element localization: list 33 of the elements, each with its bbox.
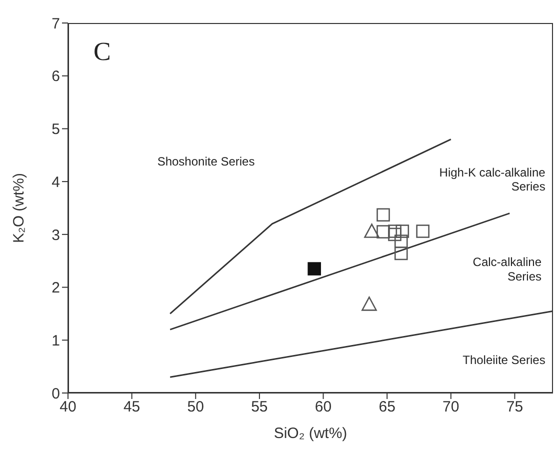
x-tick-label: 40 — [60, 398, 76, 416]
x-tick-label: 60 — [314, 398, 332, 416]
point — [388, 228, 402, 242]
x-tick-label: 70 — [442, 398, 460, 416]
y-tick-label: 5 — [52, 121, 60, 138]
x-tick-label: 65 — [378, 398, 396, 416]
point — [394, 234, 408, 248]
point — [394, 246, 408, 260]
point — [376, 208, 390, 222]
annotation: Tholeiite Series — [462, 352, 546, 367]
point — [362, 296, 377, 311]
x-axis-title: SiO₂ (wt%) — [274, 425, 348, 442]
y-tick-label: 3 — [52, 226, 60, 244]
annotation: High-K calc-alkaline Series — [439, 165, 546, 194]
y-axis-title: K₂O (wt%) — [10, 173, 28, 243]
y-tick-label: 7 — [52, 15, 60, 32]
y-tick-label: 6 — [52, 68, 60, 86]
annotation: Calc-alkaline Series — [472, 255, 542, 284]
x-tick-label: 45 — [123, 398, 140, 416]
y-tick-label: 4 — [52, 174, 60, 191]
annotation: C — [94, 37, 111, 66]
x-tick-label: 55 — [251, 398, 268, 416]
y-tick-label: 1 — [52, 332, 60, 350]
point — [396, 224, 410, 238]
y-tick-label: 2 — [52, 280, 60, 297]
point — [308, 262, 321, 276]
annotation: Shoshonite Series — [157, 154, 255, 169]
point — [376, 225, 390, 238]
point — [416, 224, 430, 238]
x-tick-label: 75 — [506, 398, 524, 416]
y-tick-label: 0 — [52, 385, 60, 402]
x-tick-label: 50 — [187, 398, 204, 416]
point — [364, 224, 380, 238]
